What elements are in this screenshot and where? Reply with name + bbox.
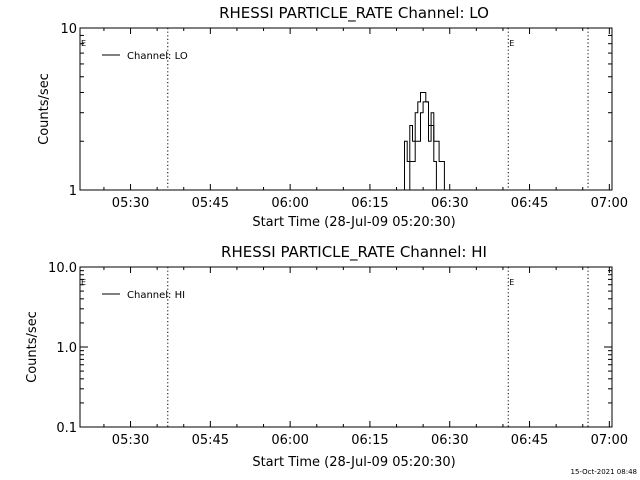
event-marker: E	[81, 39, 86, 48]
x-tick-label: 07:00	[591, 196, 628, 211]
chart-lo: RHESSI PARTICLE_RATE Channel: LO 05:30 05:…	[37, 4, 628, 230]
legend-label: Channel: HI	[127, 290, 185, 301]
x-tick-label: 06:15	[351, 196, 388, 211]
x-axis-label: Start Time (28-Jul-09 05:20:30)	[252, 455, 455, 470]
x-tick-label: 06:45	[511, 433, 548, 448]
series-line-1	[409, 101, 437, 190]
y-tick-label: 10.0	[48, 261, 77, 276]
y-axis-label: Counts/sec	[37, 73, 52, 145]
event-marker: E	[81, 278, 86, 287]
y-axis-label: Counts/sec	[25, 311, 40, 383]
x-tick-label: 06:30	[431, 433, 468, 448]
event-marker: E	[509, 39, 514, 48]
x-tick-label: 07:00	[591, 433, 628, 448]
chart-hi: RHESSI PARTICLE_RATE Channel: HI 05:30 05:…	[25, 243, 628, 470]
y-tick-label: 1.0	[56, 341, 77, 356]
y-tick-label: 10	[60, 22, 77, 37]
x-tick-label: 05:45	[192, 433, 229, 448]
x-tick-label: 05:30	[112, 196, 149, 211]
x-tick-label: 06:30	[431, 196, 468, 211]
x-tick-label: 05:45	[192, 196, 229, 211]
chart-title: RHESSI PARTICLE_RATE Channel: HI	[221, 243, 487, 262]
x-tick-label: 05:30	[112, 433, 149, 448]
y-tick-label: 0.1	[56, 421, 77, 436]
y-tick-label: 1	[69, 184, 77, 199]
series-line-0	[404, 92, 445, 190]
plot-frame	[79, 27, 613, 191]
x-tick-label: 06:15	[351, 433, 388, 448]
x-tick-label: 06:45	[511, 196, 548, 211]
legend-label: Channel: LO	[127, 51, 188, 62]
footer-timestamp: 15-Oct-2021 08:48	[571, 468, 637, 476]
x-tick-label: 06:00	[271, 433, 308, 448]
x-tick-label: 06:00	[271, 196, 308, 211]
event-marker: E	[509, 278, 514, 287]
x-axis-label: Start Time (28-Jul-09 05:20:30)	[252, 215, 455, 230]
chart-title: RHESSI PARTICLE_RATE Channel: LO	[219, 4, 489, 23]
